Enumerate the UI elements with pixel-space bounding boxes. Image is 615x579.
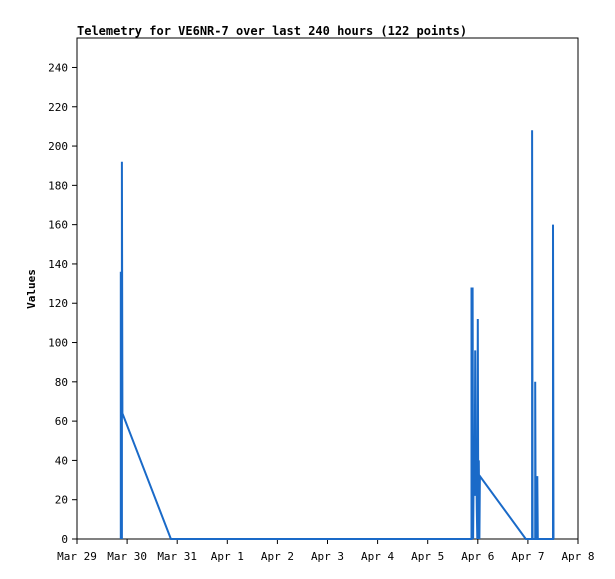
y-tick-label: 140 [48,258,68,271]
x-tick-label: Apr 8 [561,550,594,563]
x-axis-ticks: Mar 29 Mar 30 Mar 31 Apr 1 Apr 2 Apr 3 Apr 4 Ap… [57,539,595,563]
plot-area-frame [76,37,579,540]
series-line [119,130,555,540]
x-tick-label: Apr 1 [211,550,244,563]
y-tick-label: 240 [48,61,68,74]
chart-title: Telemetry for VE6NR-7 over last 240 hour… [77,24,467,38]
y-tick-label: 20 [55,494,68,507]
y-axis-label: Values [25,269,38,309]
x-tick-label: Apr 4 [361,550,394,563]
y-tick-label: 160 [48,219,68,232]
y-tick-label: 40 [55,454,68,467]
x-tick-label: Apr 6 [461,550,494,563]
x-tick-label: Apr 3 [311,550,344,563]
y-tick-label: 60 [55,415,68,428]
x-tick-label: Apr 2 [261,550,294,563]
y-tick-label: 120 [48,297,68,310]
y-tick-label: 180 [48,179,68,192]
y-tick-label: 0 [61,533,68,546]
y-tick-label: 220 [48,101,68,114]
y-tick-label: 100 [48,337,68,350]
y-tick-label: 80 [55,376,68,389]
series-layer [119,130,555,540]
y-axis-ticks: 0 20 40 60 80 100 120 140 160 180 200 220 240 [48,61,77,546]
x-tick-label: Mar 30 [107,550,147,563]
x-tick-label: Apr 7 [511,550,544,563]
x-tick-label: Mar 31 [157,550,197,563]
x-tick-label: Mar 29 [57,550,97,563]
y-tick-label: 200 [48,140,68,153]
x-tick-label: Apr 5 [411,550,444,563]
